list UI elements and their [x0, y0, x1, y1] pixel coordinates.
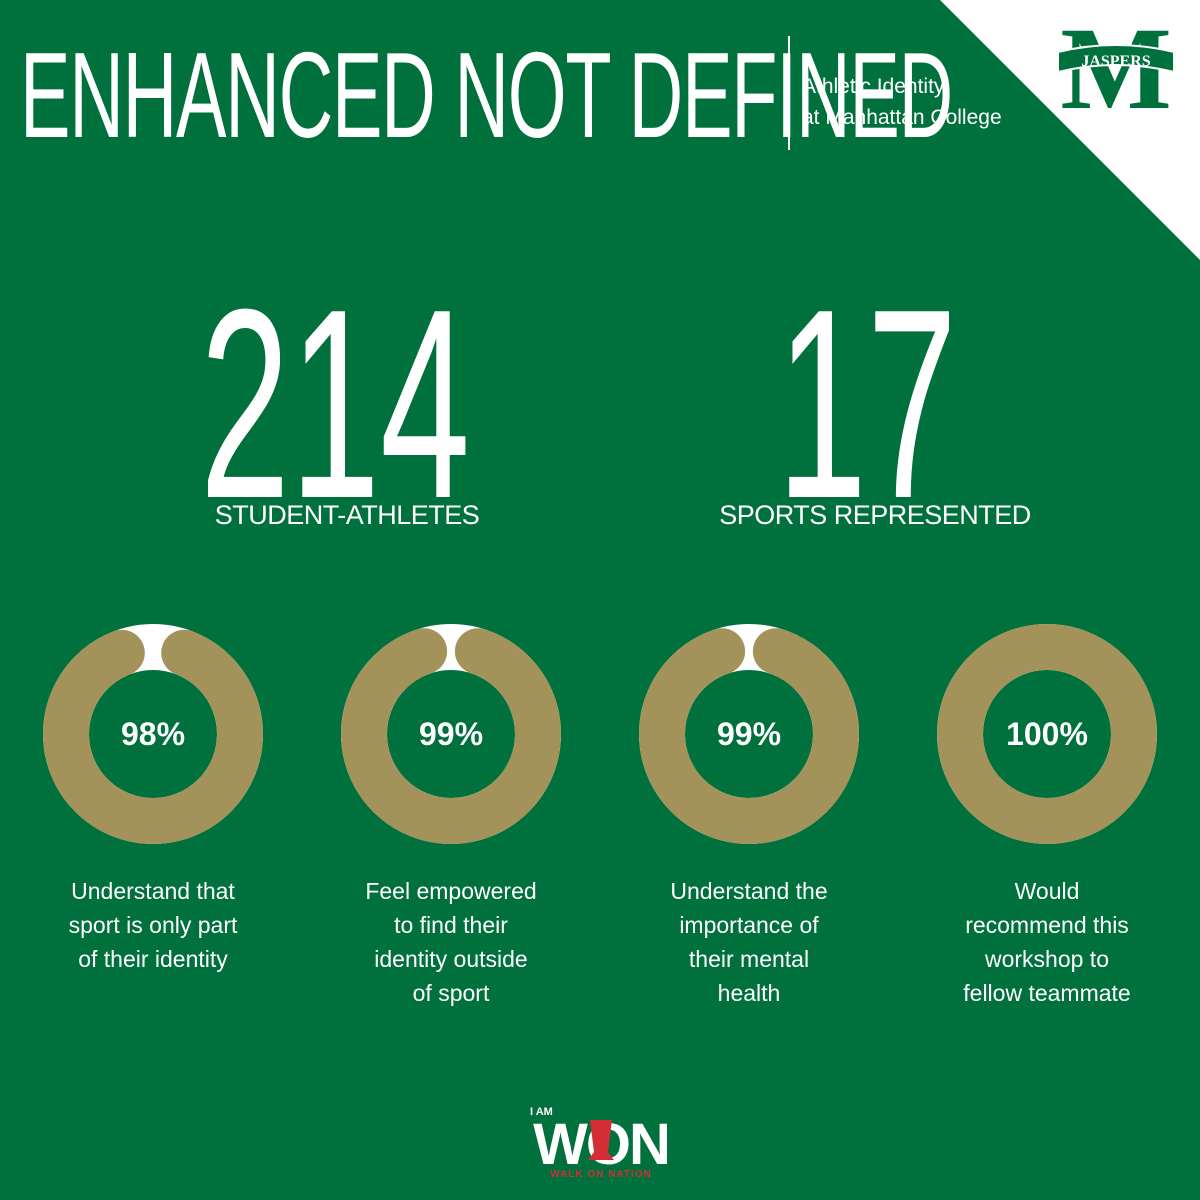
donut-chart-1: 98% [43, 624, 263, 844]
stat-value-sports: 17 [776, 254, 958, 555]
donut-label-4: 100% [1006, 715, 1088, 752]
desc-1-line-3: of their identity [78, 946, 228, 972]
donut-label-3: 99% [716, 715, 782, 752]
desc-3-line-2: importance of [679, 912, 819, 938]
donut-value-arc-4 [937, 624, 1157, 844]
footer-logo-figure [588, 1120, 614, 1160]
donut-chart-3: 99% [639, 624, 859, 844]
desc-4-line-1: Would [1014, 878, 1080, 904]
subtitle-line-2: at Manhattan College [802, 106, 1002, 129]
donut-svg-3 [639, 624, 859, 844]
donut-chart-2: 99% [341, 624, 561, 844]
donut-value-arc-2 [341, 628, 561, 844]
desc-2-line-1: Feel empowered [365, 878, 537, 904]
stat-value-athletes: 214 [199, 254, 471, 555]
stat-label-athletes: STUDENT-ATHLETES [214, 500, 480, 530]
footer-logo-top: I AM [530, 1106, 553, 1118]
desc-3-line-4: health [717, 980, 781, 1006]
donut-chart-4: 100% [937, 624, 1157, 844]
desc-2-line-4: of sport [412, 980, 490, 1006]
desc-2-line-3: identity outside [374, 946, 528, 972]
desc-3-line-1: Understand the [670, 878, 828, 904]
desc-4-line-4: fellow teammate [963, 980, 1131, 1006]
donut-value-arc-1 [43, 629, 263, 844]
desc-1-line-2: sport is only part [68, 912, 238, 938]
stat-label-sports: SPORTS REPRESENTED [719, 500, 1031, 530]
desc-2-line-2: to find their [394, 912, 508, 938]
donut-value-arc-3 [639, 628, 859, 844]
donut-svg-1 [43, 624, 263, 844]
donut-description-3: Understand the importance of their menta… [619, 874, 879, 1010]
logo-letter: M [1060, 20, 1171, 120]
desc-4-line-2: recommend this [965, 912, 1129, 938]
page-subtitle: Athletic Identity at Manhattan College [802, 71, 1002, 133]
donut-description-2: Feel empowered to find their identity ou… [321, 874, 581, 1010]
subtitle-line-1: Athletic Identity [802, 75, 945, 98]
footer-logo-bottom: WALK ON NATION [550, 1169, 652, 1180]
desc-4-line-3: workshop to [984, 946, 1109, 972]
jaspers-logo: M JASPERS [1057, 20, 1175, 120]
header-divider [788, 36, 790, 150]
donut-label-2: 99% [418, 715, 484, 752]
donut-label-1: 98% [120, 715, 186, 752]
donut-description-1: Understand that sport is only part of th… [23, 874, 283, 976]
donut-description-4: Would recommend this workshop to fellow … [917, 874, 1177, 1010]
page-title: ENHANCED NOT DEFINED [20, 27, 953, 163]
desc-1-line-1: Understand that [71, 878, 235, 904]
desc-3-line-3: their mental [688, 946, 810, 972]
donut-svg-2 [341, 624, 561, 844]
logo-banner: JASPERS [1081, 53, 1150, 70]
walk-on-nation-logo: I AM WON WALK ON NATION [530, 1106, 671, 1180]
donut-svg-4 [937, 624, 1157, 844]
